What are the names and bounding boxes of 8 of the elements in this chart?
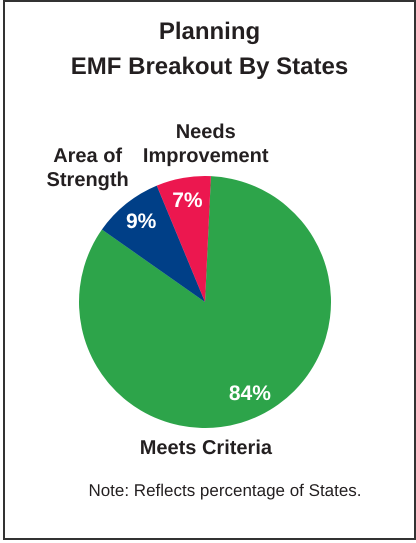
slice-label: Needs Improvement bbox=[142, 121, 268, 167]
slice-label: Area of Strength bbox=[46, 144, 129, 191]
slice-label: Meets Criteria bbox=[140, 437, 272, 459]
text: Note: Reflects percentage of States. bbox=[87, 480, 363, 502]
data-label: 9% bbox=[126, 210, 156, 234]
chart-title: Planning EMF Breakout By States bbox=[70, 17, 350, 82]
data-label: 7% bbox=[172, 189, 203, 214]
data-label: 84% bbox=[228, 382, 271, 406]
